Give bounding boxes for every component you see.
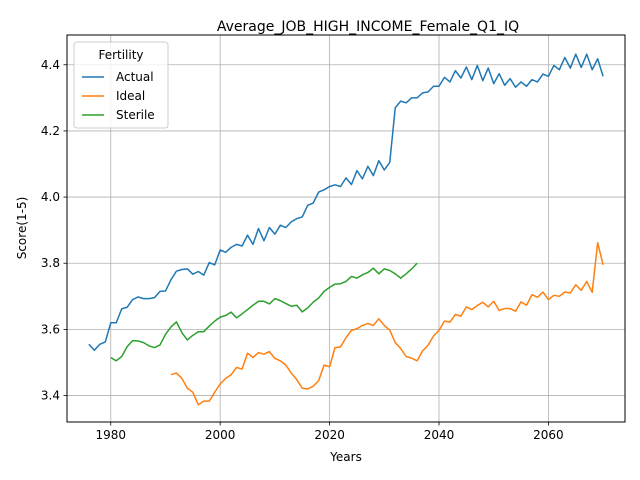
legend-label-ideal: Ideal	[116, 89, 145, 103]
x-tick-label: 2040	[424, 428, 455, 442]
legend-label-sterile: Sterile	[116, 108, 155, 122]
x-tick-label: 2060	[533, 428, 564, 442]
y-tick-label: 4.2	[41, 124, 60, 138]
x-axis-title: Years	[329, 450, 362, 464]
x-tick-label: 2000	[205, 428, 236, 442]
y-tick-label: 4.4	[41, 58, 60, 72]
legend-label-actual: Actual	[116, 70, 154, 84]
y-tick-label: 3.8	[41, 256, 60, 270]
chart-title: Average_JOB_HIGH_INCOME_Female_Q1_IQ	[217, 19, 519, 35]
y-tick-label: 4.0	[41, 190, 60, 204]
grid	[67, 35, 625, 422]
y-axis-title: Score(1-5)	[15, 197, 29, 260]
x-tick-label: 2020	[314, 428, 345, 442]
legend-entries: Actual Ideal Sterile	[82, 70, 155, 122]
series-line-sterile	[110, 262, 418, 362]
series-lines	[88, 53, 604, 406]
legend-box	[73, 41, 169, 129]
x-axis: 1980 2000 2020 2040 2060	[95, 422, 564, 442]
plot-frame	[66, 34, 626, 423]
x-tick-label: 1980	[95, 428, 126, 442]
series-line-ideal	[170, 241, 604, 406]
legend: Fertility Actual Ideal Sterile	[73, 41, 169, 129]
y-tick-label: 3.6	[41, 322, 60, 336]
legend-title: Fertility	[98, 48, 143, 62]
series-line-actual	[88, 53, 604, 351]
y-tick-label: 3.4	[41, 389, 60, 403]
y-axis: 3.4 3.6 3.8 4.0 4.2 4.4	[41, 58, 67, 403]
